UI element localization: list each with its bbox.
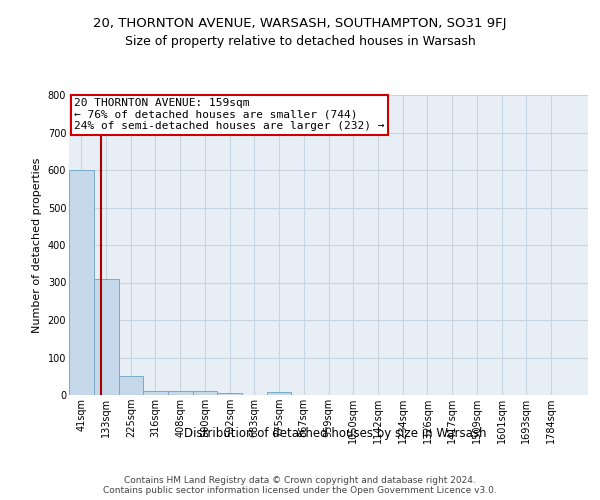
- Text: 20, THORNTON AVENUE, WARSASH, SOUTHAMPTON, SO31 9FJ: 20, THORNTON AVENUE, WARSASH, SOUTHAMPTO…: [93, 18, 507, 30]
- Bar: [143, 391, 168, 395]
- Bar: [266, 392, 292, 395]
- Text: Size of property relative to detached houses in Warsash: Size of property relative to detached ho…: [125, 35, 475, 48]
- Bar: [193, 391, 217, 395]
- Bar: [217, 393, 242, 395]
- Text: 20 THORNTON AVENUE: 159sqm
← 76% of detached houses are smaller (744)
24% of sem: 20 THORNTON AVENUE: 159sqm ← 76% of deta…: [74, 98, 385, 131]
- Text: Contains HM Land Registry data © Crown copyright and database right 2024.
Contai: Contains HM Land Registry data © Crown c…: [103, 476, 497, 495]
- Bar: [69, 170, 94, 395]
- Bar: [94, 279, 119, 395]
- Bar: [168, 390, 193, 395]
- Bar: [119, 376, 143, 395]
- Text: Distribution of detached houses by size in Warsash: Distribution of detached houses by size …: [184, 428, 486, 440]
- Y-axis label: Number of detached properties: Number of detached properties: [32, 158, 42, 332]
